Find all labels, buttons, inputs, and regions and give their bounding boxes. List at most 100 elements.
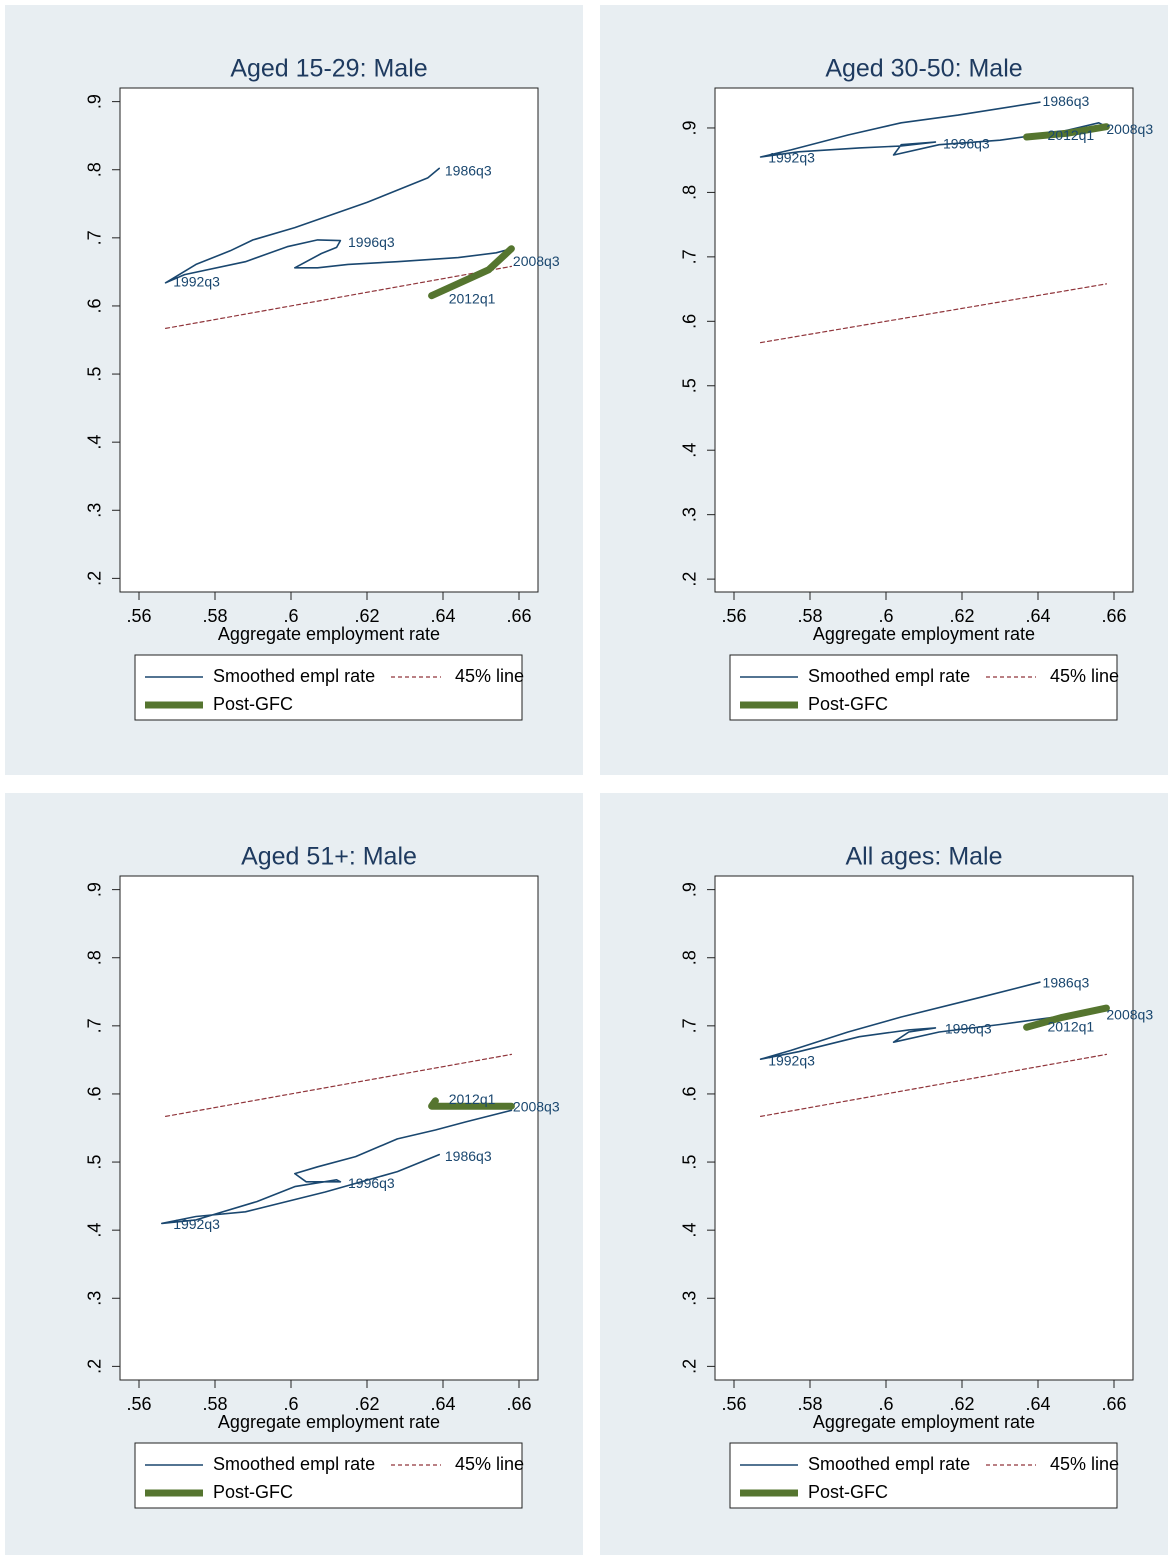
annotation: 1996q3 <box>348 234 395 250</box>
y-tick-label: .4 <box>85 435 105 450</box>
annotation: 2012q1 <box>449 291 496 307</box>
x-tick-label: .58 <box>202 1394 227 1414</box>
x-tick-label: .6 <box>283 1394 298 1414</box>
y-tick-label: .8 <box>85 162 105 177</box>
x-axis-label: Aggregate employment rate <box>218 1412 440 1432</box>
legend-box <box>134 1442 523 1509</box>
annotation: 1992q3 <box>768 150 815 166</box>
x-tick-label: .6 <box>283 606 298 626</box>
series-line <box>428 1097 515 1110</box>
annotation: 1992q3 <box>768 1053 815 1069</box>
y-tick-label: .4 <box>680 1223 700 1238</box>
y-tick-label: .2 <box>680 1359 700 1374</box>
x-axis-label: Aggregate employment rate <box>813 1412 1035 1432</box>
y-tick-label: .6 <box>85 1086 105 1101</box>
annotation: 2008q3 <box>1106 121 1153 137</box>
x-tick-label: .62 <box>354 1394 379 1414</box>
annotation: 1986q3 <box>445 1148 492 1164</box>
x-tick-label: .66 <box>506 606 531 626</box>
chart-title: Aged 30-50: Male <box>825 55 1022 83</box>
x-tick-label: .64 <box>1025 606 1050 626</box>
y-tick-label: .8 <box>680 185 700 200</box>
x-tick-label: .66 <box>506 1394 531 1414</box>
y-tick-label: .9 <box>680 120 700 135</box>
x-tick-label: .64 <box>430 606 455 626</box>
legend-label: Post-GFC <box>213 694 293 714</box>
y-tick-label: .4 <box>85 1223 105 1238</box>
y-tick-label: .2 <box>680 572 700 587</box>
legend-label: 45% line <box>1050 666 1119 686</box>
series-line <box>760 283 1107 344</box>
x-axis-label: Aggregate employment rate <box>813 624 1035 644</box>
y-tick-label: .2 <box>85 571 105 586</box>
annotation: 2012q1 <box>449 1091 496 1107</box>
annotation: 1992q3 <box>173 273 220 289</box>
x-tick-label: .66 <box>1101 1394 1126 1414</box>
legend-box <box>134 654 523 721</box>
y-tick-label: .5 <box>85 1155 105 1170</box>
y-tick-label: .6 <box>680 314 700 329</box>
series-line <box>165 265 512 329</box>
plot-area <box>119 875 539 1381</box>
legend-label: Smoothed empl rate <box>808 666 970 686</box>
x-axis-label: Aggregate employment rate <box>218 624 440 644</box>
annotation: 2008q3 <box>513 253 560 269</box>
x-tick-label: .56 <box>721 1394 746 1414</box>
x-tick-label: .6 <box>878 606 893 626</box>
x-tick-label: .58 <box>202 606 227 626</box>
x-tick-label: .56 <box>126 1394 151 1414</box>
chart-title: Aged 51+: Male <box>241 843 417 871</box>
y-tick-label: .6 <box>85 298 105 313</box>
legend-label: 45% line <box>455 1454 524 1474</box>
y-tick-label: .9 <box>85 94 105 109</box>
annotation: 1996q3 <box>945 1021 992 1037</box>
annotation: 2008q3 <box>513 1098 560 1114</box>
legend-box <box>729 1442 1118 1509</box>
x-tick-label: .6 <box>878 1394 893 1414</box>
annotation: 1986q3 <box>445 162 492 178</box>
y-tick-label: .4 <box>680 443 700 458</box>
x-tick-label: .62 <box>949 606 974 626</box>
y-tick-label: .7 <box>680 249 700 264</box>
series-line <box>165 1053 512 1117</box>
y-tick-label: .6 <box>680 1086 700 1101</box>
x-tick-label: .62 <box>949 1394 974 1414</box>
series-line <box>161 1109 513 1225</box>
series-line <box>760 1053 1107 1117</box>
y-tick-label: .5 <box>680 1155 700 1170</box>
legend-label: 45% line <box>1050 1454 1119 1474</box>
y-tick-label: .3 <box>680 1291 700 1306</box>
legend-label: 45% line <box>455 666 524 686</box>
y-tick-label: .9 <box>85 882 105 897</box>
y-tick-label: .7 <box>85 230 105 245</box>
legend-box <box>729 654 1118 721</box>
x-tick-label: .66 <box>1101 606 1126 626</box>
annotation: 1996q3 <box>943 135 990 151</box>
series-line <box>428 245 515 300</box>
annotation: 1996q3 <box>348 1175 395 1191</box>
plot-area <box>714 875 1134 1381</box>
series-line <box>1023 1004 1110 1031</box>
chart-title: Aged 15-29: Male <box>230 55 427 83</box>
series-line <box>759 981 1108 1060</box>
y-tick-label: .5 <box>85 367 105 382</box>
y-tick-label: .5 <box>680 378 700 393</box>
annotation: 2012q1 <box>1048 127 1095 143</box>
series-line <box>164 167 513 284</box>
legend-label: Smoothed empl rate <box>213 666 375 686</box>
annotation: 1986q3 <box>1043 974 1090 990</box>
y-tick-label: .8 <box>680 950 700 965</box>
legend-label: Post-GFC <box>808 694 888 714</box>
legend-label: Smoothed empl rate <box>213 1454 375 1474</box>
annotation: 2008q3 <box>1106 1006 1153 1022</box>
x-tick-label: .64 <box>1025 1394 1050 1414</box>
series-line <box>1023 123 1110 141</box>
x-tick-label: .56 <box>721 606 746 626</box>
x-tick-label: .58 <box>797 606 822 626</box>
y-tick-label: .3 <box>680 507 700 522</box>
y-tick-label: .7 <box>680 1018 700 1033</box>
legend-label: Post-GFC <box>808 1482 888 1502</box>
y-tick-label: .8 <box>85 950 105 965</box>
annotation: 1986q3 <box>1043 93 1090 109</box>
